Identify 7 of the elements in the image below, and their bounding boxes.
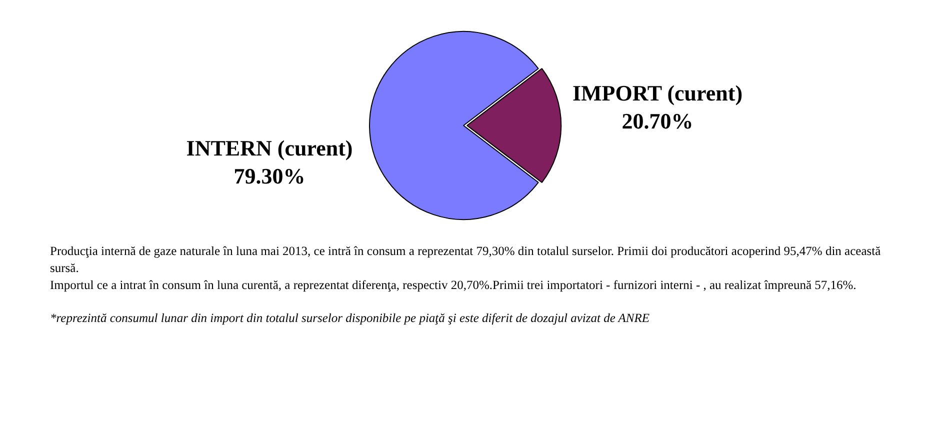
text: Importul ce a intrat în consum în luna curentă, a reprezentat diferenţa, respectiv 20,70%.Primii trei importatori - furnizori interni - , au realizat împreună 57,16%. [50, 277, 858, 294]
data-label: 20.70% [622, 108, 694, 134]
slice-label: INTERN (curent) [186, 136, 353, 160]
text: Producţia internă de gaze naturale în luna mai 2013, ce intră în consum a reprezentat 79,30% din totalul surselor. Primii doi producători acoperind 95,47% din această sursă. [50, 243, 882, 277]
data-label: 79.30% [234, 164, 306, 188]
text: *reprezintă consumul lunar din import din totalul surselor disponibile pe piaţă şi este diferit de dozajul avizat de ANRE [50, 310, 651, 327]
slice-label: IMPORT (curent) [572, 80, 743, 106]
